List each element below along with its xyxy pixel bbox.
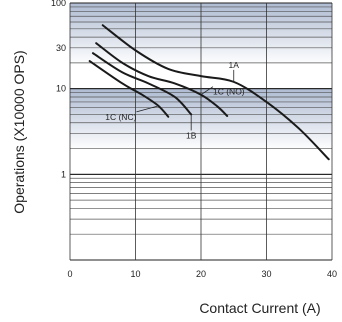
x-tick-label: 0 — [67, 269, 72, 279]
x-tick-label: 40 — [327, 269, 337, 279]
series-1b-line — [91, 52, 193, 116]
series-1c-nc-line — [88, 60, 170, 118]
y-tick-label: 10 — [56, 84, 66, 94]
x-tick-labels: 0 10 20 30 40 — [67, 269, 337, 279]
curve-labels: 1A 1C (NO) 1B 1C (NC) — [105, 60, 245, 141]
x-tick-label: 30 — [261, 269, 271, 279]
x-tick-label: 10 — [130, 269, 140, 279]
x-axis-title: Contact Current (A) — [199, 300, 320, 316]
y-tick-label: 30 — [56, 43, 66, 53]
series-label-1b: 1B — [186, 130, 197, 140]
y-tick-label: 100 — [51, 0, 66, 8]
y-tick-labels: 100 30 10 1 — [51, 0, 66, 179]
y-tick-label: 1 — [61, 169, 66, 179]
vertical-gridlines — [69, 3, 333, 260]
series-layer — [88, 24, 330, 161]
x-tick-label: 20 — [196, 269, 206, 279]
series-1a-line — [101, 24, 330, 161]
series-label-1a: 1A — [229, 60, 240, 70]
y-axis-title: Operations (X10000 OPS) — [11, 50, 27, 213]
label-leader-1c-nc — [136, 105, 159, 113]
label-leader-1c-no — [200, 86, 214, 96]
series-1c-no-line — [95, 42, 229, 117]
series-label-1c-nc: 1C (NC) — [105, 112, 136, 122]
series-label-1c-no: 1C (NO) — [213, 87, 245, 97]
